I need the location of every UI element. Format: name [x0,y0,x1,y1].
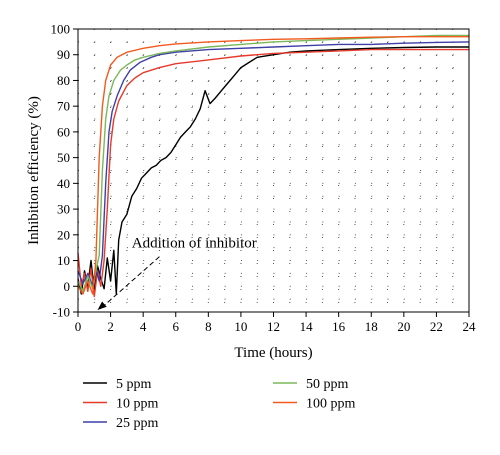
y-tick-label: 50 [57,150,70,165]
legend-label: 100 ppm [306,397,356,412]
annotation-label: Addition of inhibitor [132,236,257,252]
legend-label: 10 ppm [116,397,159,412]
series-lines [77,34,470,298]
grid-dots [78,29,469,312]
legend-label: 50 ppm [306,377,349,392]
legend-label: 5 ppm [116,377,152,392]
y-tick-label: 30 [57,202,70,217]
legend: 5 ppm 10 ppm 25 ppm 50 ppm 100 ppm [83,377,356,431]
y-tick-label: 90 [57,47,70,62]
y-axis-title: Inhibition efficiency (%) [26,96,42,245]
x-tick-label: 18 [365,319,378,334]
x-tick-label: 14 [300,319,314,334]
x-tick-label: 10 [234,319,247,334]
axis-ticks: 0 2 4 6 8 10 12 14 16 18 20 22 24-100102030405060708… [51,22,477,335]
y-tick-label: 100 [51,22,71,37]
series-line-100-ppm [77,36,469,295]
x-tick-label: 4 [140,319,147,334]
annotation: Addition of inhibitor [97,236,257,310]
x-axis-title: Time (hours) [234,345,312,361]
y-tick-label: 10 [57,253,70,268]
y-tick-label: 70 [57,99,70,114]
legend-label: 25 ppm [116,416,159,431]
y-tick-label: 40 [57,176,70,191]
x-tick-label: 24 [463,319,477,334]
series-line-5-ppm [77,46,469,295]
x-tick-label: 22 [430,319,443,334]
y-tick-label: 0 [64,279,71,294]
y-tick-label: 60 [57,124,70,139]
series-line-10-ppm [77,48,469,298]
x-tick-label: 0 [75,319,82,334]
x-tick-label: 6 [173,319,180,334]
x-tick-label: 2 [107,319,114,334]
x-tick-label: 12 [267,319,280,334]
y-tick-label: 20 [57,227,70,242]
series-line-50-ppm [77,34,469,293]
y-tick-label: 80 [57,73,70,88]
x-tick-label: 8 [205,319,212,334]
annotation-arrow-line [103,256,160,307]
x-tick-label: 20 [397,319,410,334]
grid-horizontal [78,41,469,300]
x-tick-label: 16 [332,319,346,334]
y-tick-label: -10 [53,305,70,320]
annotation-arrow-head [97,301,107,310]
